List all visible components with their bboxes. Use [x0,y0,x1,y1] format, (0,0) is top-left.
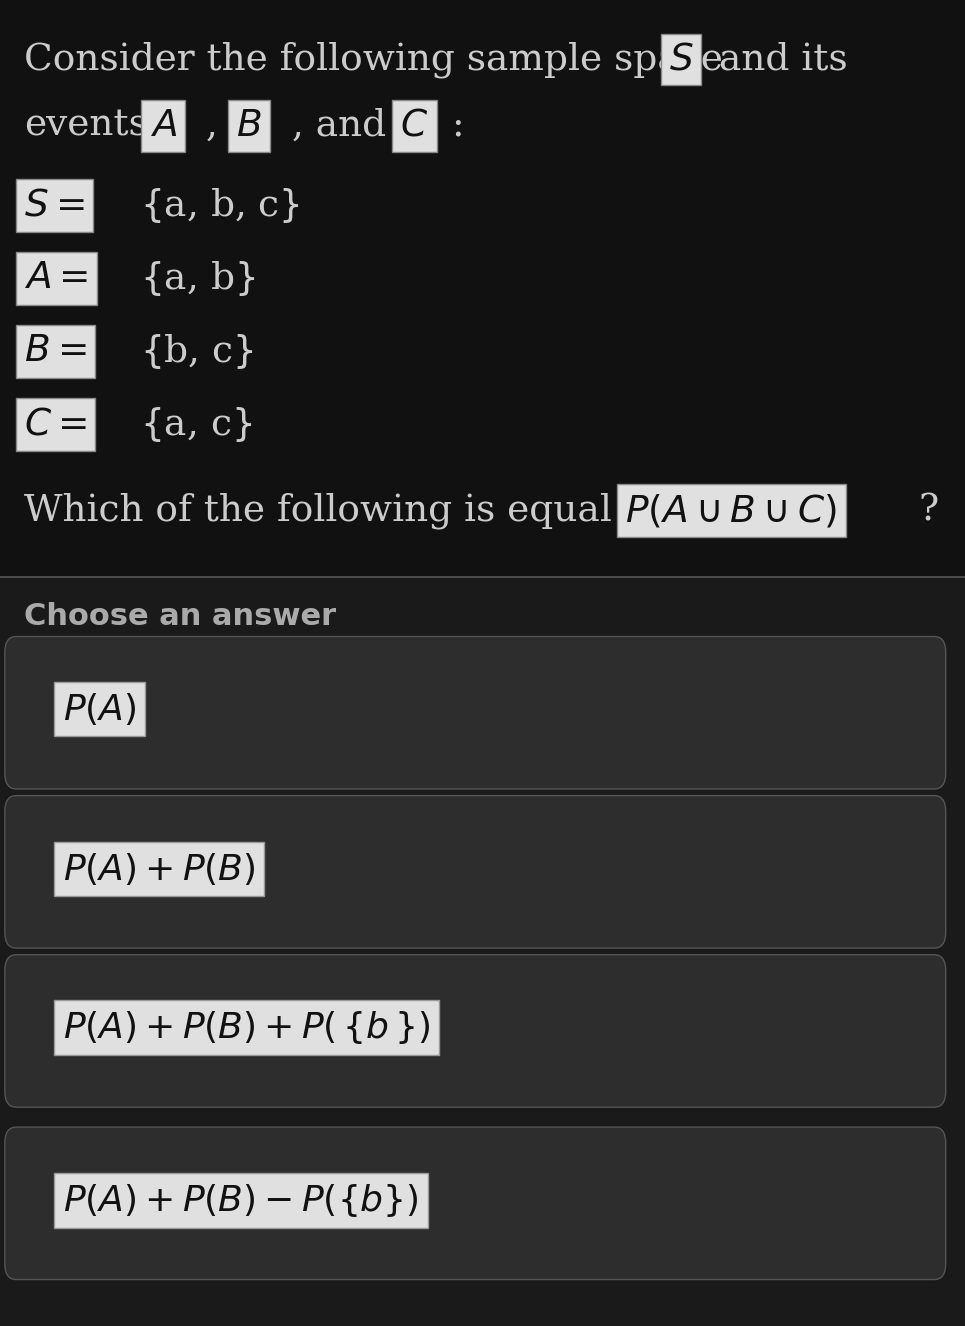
Text: Choose an answer: Choose an answer [24,602,336,631]
Text: $\{$a, b, c$\}$: $\{$a, b, c$\}$ [140,186,300,225]
Text: $\{$b, c$\}$: $\{$b, c$\}$ [140,332,254,371]
Text: $P(A) + P(B) + P(\, \{b\, \})$: $P(A) + P(B) + P(\, \{b\, \})$ [63,1009,430,1046]
Text: , and: , and [292,107,387,145]
Text: Consider the following sample space: Consider the following sample space [24,41,723,78]
Text: $P(A) + P(B) - P(\{b\})$: $P(A) + P(B) - P(\{b\})$ [63,1181,419,1219]
Text: $A$: $A$ [150,107,177,145]
Text: $P(A \cup B \cup C)$: $P(A \cup B \cup C)$ [625,492,838,529]
Text: ,: , [206,107,217,145]
Text: $B =$: $B =$ [24,333,87,370]
FancyBboxPatch shape [5,796,946,948]
Text: $P(A)$: $P(A)$ [63,691,136,728]
FancyBboxPatch shape [0,577,965,1326]
Text: $P(A) + P(B)$: $P(A) + P(B)$ [63,850,256,887]
Text: $A =$: $A =$ [24,260,89,297]
FancyBboxPatch shape [0,0,965,769]
Text: $S$: $S$ [669,41,694,78]
Text: $\{$a, c$\}$: $\{$a, c$\}$ [140,404,252,444]
Text: :: : [452,107,464,145]
Text: $C$: $C$ [400,107,428,145]
FancyBboxPatch shape [5,1127,946,1280]
Text: $C =$: $C =$ [24,406,87,443]
Text: $\{$a, b$\}$: $\{$a, b$\}$ [140,259,255,298]
Text: events: events [24,107,148,145]
Text: $B$: $B$ [236,107,262,145]
Text: $S =$: $S =$ [24,187,85,224]
FancyBboxPatch shape [5,955,946,1107]
Text: ?: ? [919,492,939,529]
FancyBboxPatch shape [5,636,946,789]
Text: and its: and its [719,41,847,78]
Text: Which of the following is equal to: Which of the following is equal to [24,492,662,529]
